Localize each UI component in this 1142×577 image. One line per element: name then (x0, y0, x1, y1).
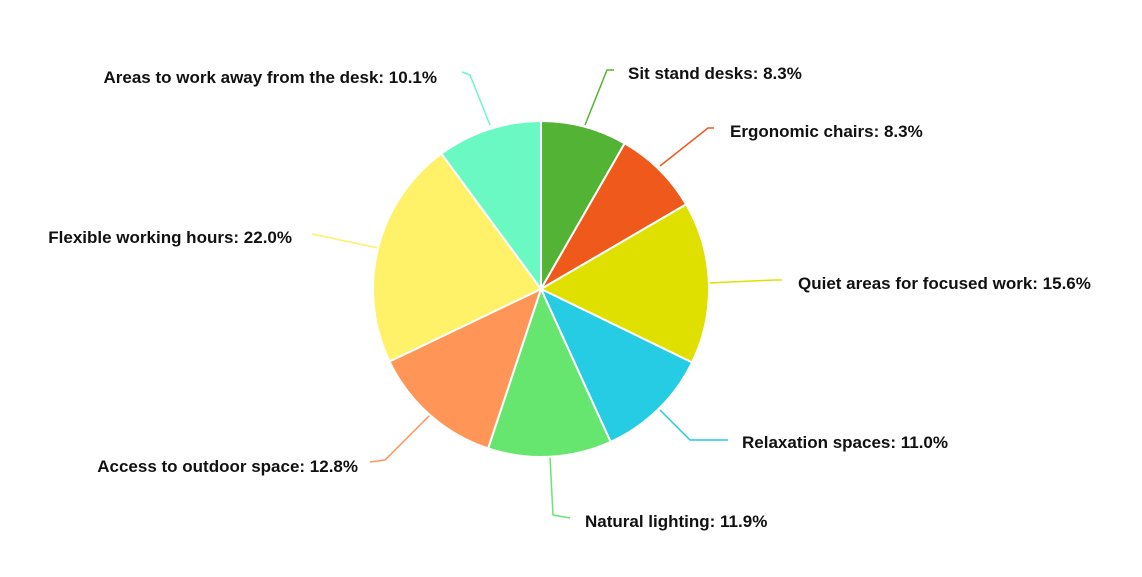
pie-slice (372, 152, 543, 363)
leader-line (659, 409, 728, 441)
leader-line (369, 414, 431, 463)
slice-label: Flexible working hours: 22.0% (48, 228, 292, 247)
slice-label: Relaxation spaces: 11.0% (742, 433, 948, 452)
pie-slice (486, 286, 612, 458)
leader-line (707, 279, 782, 284)
pie-slice (388, 287, 543, 450)
leader-line (311, 233, 379, 249)
leader-line (549, 456, 571, 519)
pie-slice (538, 203, 710, 364)
slice-label: Natural lighting: 11.9% (585, 512, 767, 531)
slice-label: Areas to work away from the desk: 10.1% (103, 68, 437, 87)
leader-line (461, 71, 491, 126)
slice-label: Sit stand desks: 8.3% (628, 64, 802, 83)
slice-label: Access to outdoor space: 12.8% (97, 457, 358, 476)
slice-label: Quiet areas for focused work: 15.6% (798, 274, 1091, 293)
slice-label: Ergonomic chairs: 8.3% (730, 122, 923, 141)
pie-slice (440, 119, 542, 293)
pie-slice (538, 141, 688, 292)
pie-slice (538, 286, 694, 444)
leader-line (584, 69, 614, 126)
pie-slice (540, 119, 627, 293)
leader-line (659, 127, 714, 167)
